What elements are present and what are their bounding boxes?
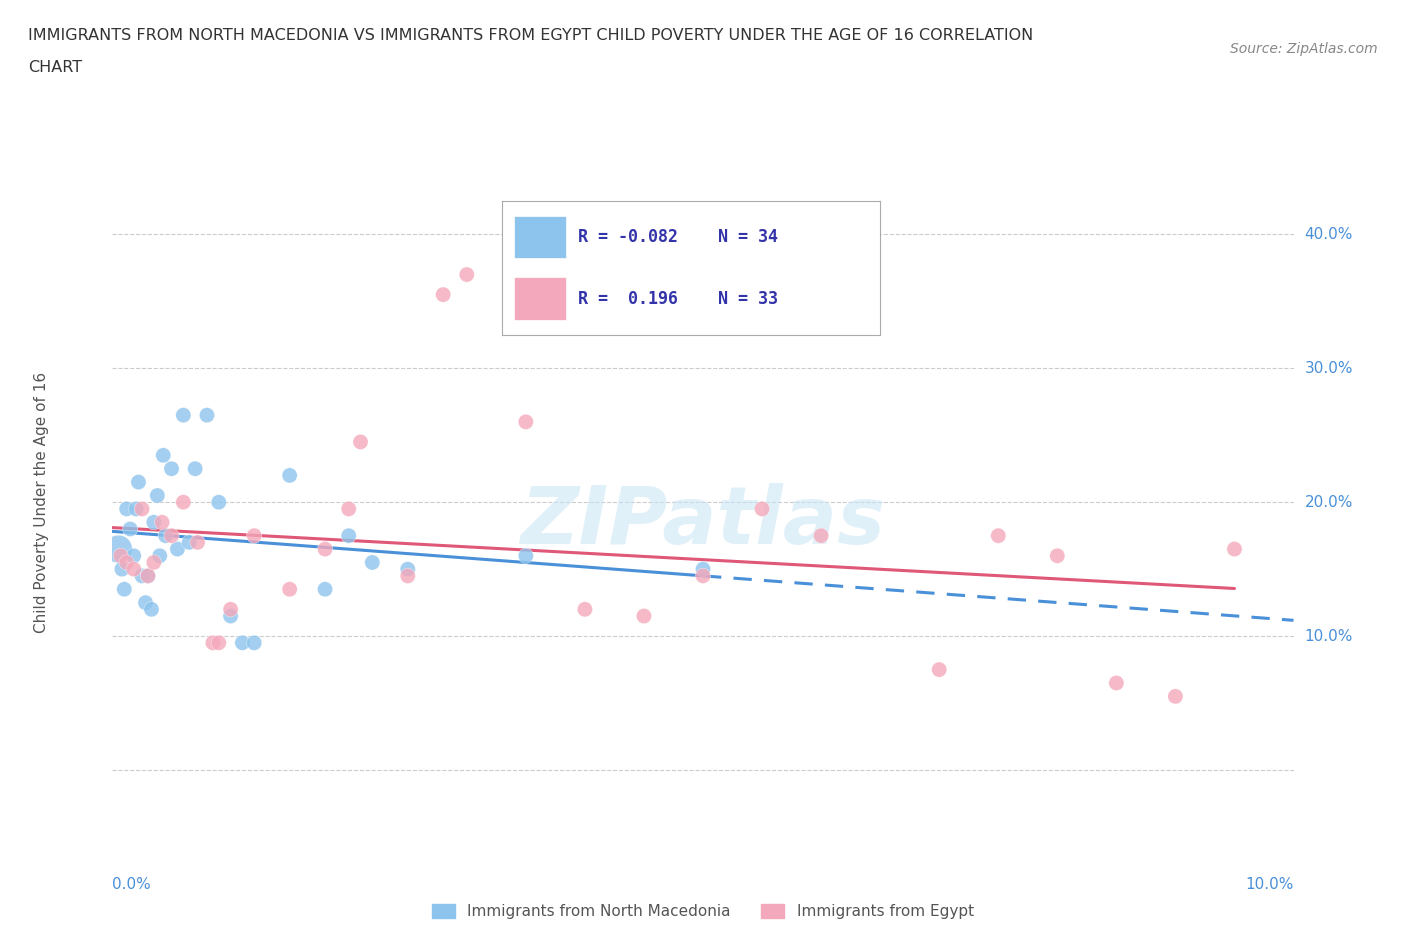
Text: 40.0%: 40.0% <box>1305 227 1353 242</box>
Point <box>155 528 177 543</box>
Point <box>314 582 336 597</box>
Point <box>122 549 145 564</box>
Point <box>160 461 183 476</box>
Point <box>515 415 537 430</box>
Text: 0.0%: 0.0% <box>112 877 152 892</box>
Point <box>243 528 266 543</box>
Point <box>1223 541 1246 556</box>
Point <box>337 501 360 516</box>
Point <box>337 528 360 543</box>
Point <box>314 541 336 556</box>
Text: CHART: CHART <box>28 60 82 75</box>
Point <box>110 549 132 564</box>
Point <box>115 501 138 516</box>
Text: 30.0%: 30.0% <box>1305 361 1353 376</box>
Point <box>142 515 165 530</box>
Point <box>142 555 165 570</box>
Point <box>810 528 832 543</box>
Point <box>131 568 153 583</box>
Point <box>208 495 231 510</box>
Point <box>136 568 159 583</box>
Point <box>396 562 419 577</box>
Point <box>692 562 714 577</box>
Text: R =  0.196    N = 33: R = 0.196 N = 33 <box>578 289 778 308</box>
Point <box>692 568 714 583</box>
Point <box>633 608 655 623</box>
Point <box>149 549 172 564</box>
Point <box>456 267 478 282</box>
Point <box>432 287 454 302</box>
Point <box>515 549 537 564</box>
Point <box>243 635 266 650</box>
Legend: Immigrants from North Macedonia, Immigrants from Egypt: Immigrants from North Macedonia, Immigra… <box>426 898 980 925</box>
Point <box>278 582 301 597</box>
Point <box>135 595 157 610</box>
Point <box>107 541 129 556</box>
Point <box>1105 675 1128 690</box>
Point <box>179 535 201 550</box>
Point <box>112 582 135 597</box>
Text: R = -0.082    N = 34: R = -0.082 N = 34 <box>578 228 778 246</box>
Point <box>186 535 208 550</box>
Text: ZIPatlas: ZIPatlas <box>520 484 886 562</box>
Point <box>574 602 596 617</box>
Point <box>150 515 173 530</box>
FancyBboxPatch shape <box>513 277 567 320</box>
Point <box>987 528 1010 543</box>
Text: 10.0%: 10.0% <box>1246 877 1294 892</box>
Point <box>141 602 163 617</box>
Point <box>195 407 218 422</box>
Point <box>146 488 169 503</box>
Point <box>219 602 242 617</box>
Point <box>172 495 194 510</box>
Point <box>208 635 231 650</box>
Point <box>136 568 159 583</box>
Point <box>125 501 148 516</box>
Point <box>115 555 138 570</box>
Point <box>184 461 207 476</box>
Point <box>396 568 419 583</box>
Point <box>152 448 174 463</box>
Point <box>172 407 194 422</box>
Point <box>111 562 134 577</box>
Point <box>1164 689 1187 704</box>
Point <box>219 608 242 623</box>
Point <box>160 528 183 543</box>
Point <box>231 635 253 650</box>
Text: 10.0%: 10.0% <box>1305 629 1353 644</box>
FancyBboxPatch shape <box>513 216 567 259</box>
Point <box>122 562 145 577</box>
Point <box>751 501 773 516</box>
Point <box>278 468 301 483</box>
Point <box>928 662 950 677</box>
Point <box>166 541 188 556</box>
Point <box>1046 549 1069 564</box>
Point <box>120 522 142 537</box>
Text: IMMIGRANTS FROM NORTH MACEDONIA VS IMMIGRANTS FROM EGYPT CHILD POVERTY UNDER THE: IMMIGRANTS FROM NORTH MACEDONIA VS IMMIG… <box>28 28 1033 43</box>
Point <box>349 434 371 449</box>
Point <box>201 635 224 650</box>
Text: Child Poverty Under the Age of 16: Child Poverty Under the Age of 16 <box>34 372 49 632</box>
Text: 20.0%: 20.0% <box>1305 495 1353 510</box>
Point <box>127 474 149 489</box>
Text: Source: ZipAtlas.com: Source: ZipAtlas.com <box>1230 42 1378 56</box>
Point <box>361 555 384 570</box>
Point <box>131 501 153 516</box>
